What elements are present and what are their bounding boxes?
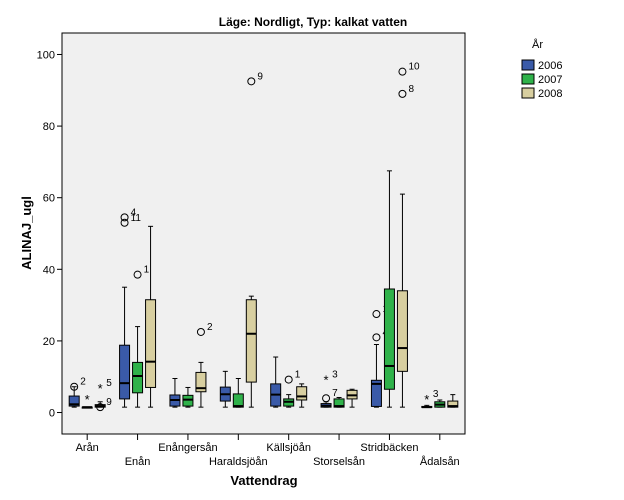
y-tick-label: 100 [37, 49, 55, 61]
y-axis-label: ALINAJ_ugl [19, 196, 34, 270]
box-2007: 1 [283, 370, 301, 408]
box-2008: 2 [195, 322, 213, 408]
y-tick-label: 20 [43, 336, 55, 348]
x-tick-label: Ådalsån [420, 455, 460, 468]
outlier-point [120, 218, 129, 227]
box-iqr [296, 386, 308, 401]
box-iqr [182, 394, 194, 407]
box-iqr [232, 393, 244, 408]
box-2008 [447, 394, 459, 408]
box-2008 [346, 388, 358, 408]
x-tick-label: Arån [76, 442, 99, 454]
outlier-label: 7 [332, 388, 338, 399]
legend: År 2006 2007 2008 [521, 38, 562, 100]
box-iqr [370, 379, 382, 407]
outlier-label: 2 [207, 322, 213, 333]
x-axis-label: Vattendrag [230, 473, 297, 488]
y-tick-label: 40 [43, 264, 55, 276]
outlier-label: 1 [144, 265, 150, 276]
outlier-star: * [85, 392, 90, 407]
outlier-label: 9 [106, 397, 112, 408]
box-2008 [145, 225, 157, 408]
box-iqr [132, 361, 144, 394]
outlier-label: 11 [131, 213, 142, 224]
outlier-point [133, 270, 142, 279]
legend-label: 2006 [538, 60, 562, 72]
x-tick-label: Storselsån [313, 456, 365, 468]
x-axis: ArånEnånEnångersånHaraldsjöånKällsjöånSt… [76, 434, 460, 468]
outlier-star: * [424, 392, 429, 407]
box-iqr [145, 299, 157, 388]
legend-swatch [521, 59, 535, 71]
outlier-label: 8 [408, 84, 414, 95]
x-tick-label: Enångersån [158, 442, 217, 454]
box-2006: 2 [68, 377, 86, 408]
outlier-point [284, 375, 293, 384]
y-tick-label: 0 [49, 408, 55, 420]
box-iqr [333, 398, 345, 408]
outlier-point [398, 89, 407, 98]
outlier-label: 4 [131, 207, 137, 218]
outlier-point [247, 77, 256, 86]
box-2007 [333, 396, 345, 408]
outlier-point [398, 67, 407, 76]
outlier-label: 9 [257, 71, 263, 82]
outlier-point [372, 333, 381, 342]
box-2007 [182, 386, 194, 408]
box-2007 [383, 170, 395, 408]
outlier-point [120, 213, 129, 222]
outlier-star: * [324, 373, 329, 388]
x-tick-label: Haraldsjöån [209, 456, 268, 468]
x-tick-label: Stridbäcken [360, 442, 418, 454]
y-tick-label: 80 [43, 121, 55, 133]
outlier-star: * [98, 381, 103, 396]
box-2006 [169, 378, 181, 408]
legend-swatch [521, 73, 535, 85]
box-iqr [68, 395, 80, 407]
box-2006 [270, 356, 282, 408]
outlier-label: 3 [433, 389, 439, 400]
box-2006: * 3 [421, 389, 439, 409]
y-tick-label: 60 [43, 193, 55, 205]
box-iqr [245, 299, 257, 383]
outlier-point [96, 403, 105, 412]
outlier-point [372, 310, 381, 319]
box-2006: * 3 7 [320, 370, 338, 408]
box-2007 [232, 378, 244, 408]
x-tick-label: Källsjöån [266, 442, 311, 454]
legend-swatch [521, 87, 535, 99]
box-iqr [195, 371, 207, 393]
box-2008: 10 8 [396, 62, 420, 408]
box-2008: * 5 9 [94, 378, 112, 412]
x-tick-label: Enån [125, 456, 151, 468]
outlier-point [196, 327, 205, 336]
box-2006 [219, 370, 231, 408]
legend-title: År [532, 38, 543, 51]
legend-label: 2007 [538, 74, 562, 86]
legend-label: 2008 [538, 88, 562, 100]
y-axis: 0 20 40 60 80 100 [37, 49, 62, 420]
outlier-label: 1 [295, 370, 301, 381]
box-iqr [383, 288, 395, 390]
box-iqr [447, 400, 459, 408]
box-2006: 411 [119, 207, 142, 408]
box-iqr [396, 290, 408, 372]
outlier-label: 2 [80, 377, 86, 388]
chart-title: Läge: Nordligt, Typ: kalkat vatten [219, 15, 407, 29]
box-2008 [296, 383, 308, 408]
outlier-point [322, 394, 331, 403]
outlier-label: 10 [408, 62, 420, 73]
box-2007: 1 [132, 265, 150, 408]
outlier-label: 5 [106, 378, 112, 389]
box-2008: 9 [245, 71, 263, 408]
box-iqr [119, 344, 131, 400]
outlier-label: 3 [332, 370, 338, 381]
box-2007: * [81, 392, 93, 409]
box-2007 [434, 399, 446, 408]
outlier-point [70, 382, 79, 391]
